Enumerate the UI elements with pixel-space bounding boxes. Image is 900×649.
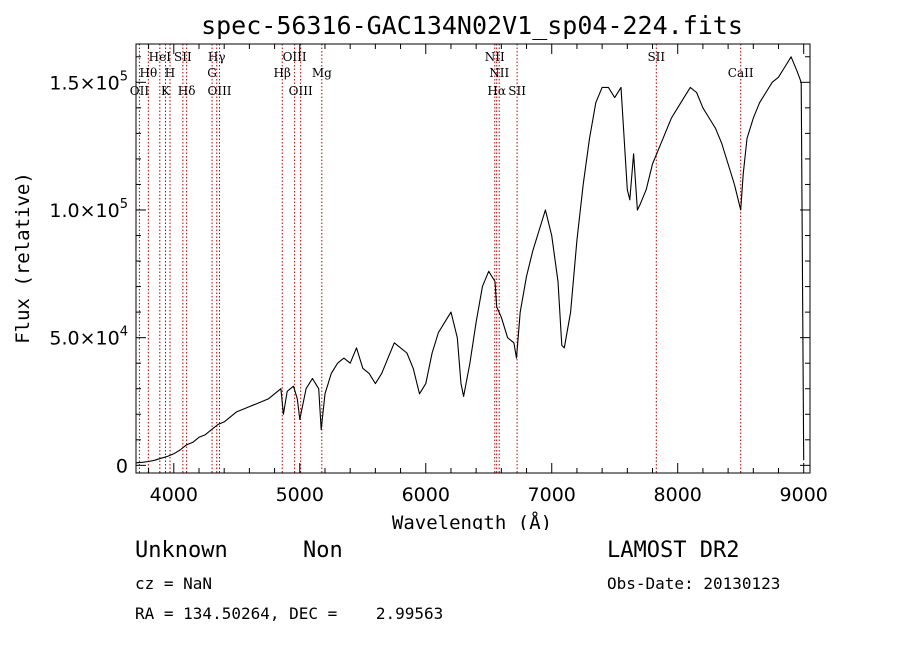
line-marker-label: Hδ [178, 84, 196, 98]
coordinates-readout: RA = 134.50264, DEC = 2.99563 [135, 604, 444, 623]
y-tick-mantissa: 0 [116, 455, 128, 477]
line-marker-label: K [161, 84, 171, 98]
x-tick-label: 7000 [528, 484, 576, 506]
line-marker-label: Hα [487, 84, 506, 98]
x-tick-label: 9000 [780, 484, 828, 506]
line-marker-label: Hγ [208, 50, 226, 64]
y-tick-label: 5.0×104 [49, 325, 128, 350]
line-marker-label: OII [130, 84, 150, 98]
x-tick-label: 6000 [402, 484, 450, 506]
spectrum-line [135, 56, 805, 464]
line-marker-label: SII [647, 50, 665, 64]
object-subclass: Non [303, 538, 343, 563]
chart-title: spec-56316-GAC134N02V1_sp04-224.fits [201, 11, 743, 40]
redshift-readout: cz = NaN [135, 574, 213, 593]
line-marker-label: OIII [283, 50, 307, 64]
line-marker-label: OIII [207, 84, 231, 98]
line-marker-label: Hθ [139, 66, 157, 80]
x-tick-label: 8000 [654, 484, 702, 506]
y-tick-mantissa: 1.0×10 [49, 200, 119, 222]
object-class: Unknown [135, 538, 228, 563]
survey-name: LAMOST DR2 [607, 538, 740, 563]
x-axis: 4000 5000 6000 7000 8000 9000 [148, 44, 828, 506]
y-tick-label: 0 [116, 455, 128, 477]
line-marker-label: Mg [312, 66, 332, 80]
line-marker-label: Hβ [274, 66, 291, 80]
y-axis-label: Flux (relative) [12, 172, 34, 344]
line-marker-label: CaII [728, 66, 754, 80]
line-marker-label: H [165, 66, 175, 80]
emission-line-markers: OII Hθ HeI KH SII Hδ G Hγ OIII Hβ OIII OIII Mg NII Hα N… [130, 44, 754, 473]
observation-date: Obs-Date: 20130123 [607, 574, 781, 593]
y-tick-exponent: 4 [120, 325, 128, 340]
line-marker-label: G [207, 66, 217, 80]
plot-frame [135, 43, 811, 474]
line-marker-label: NII [489, 66, 509, 80]
y-tick-label: 1.5×105 [49, 69, 128, 94]
y-tick-label: 1.0×105 [49, 197, 128, 222]
line-marker-label: SII [508, 84, 526, 98]
y-tick-mantissa: 1.5×10 [49, 72, 119, 94]
x-axis-label: Wavelength (Å) [392, 511, 552, 530]
spectrum-chart: spec-56316-GAC134N02V1_sp04-224.fits OII… [12, 11, 828, 530]
y-tick-mantissa: 5.0×10 [49, 328, 119, 350]
y-tick-exponent: 5 [120, 197, 128, 212]
x-tick-label: 5000 [276, 484, 324, 506]
y-tick-exponent: 5 [120, 69, 128, 84]
line-marker-label: SII [174, 50, 192, 64]
spectrum-series [135, 56, 805, 464]
line-marker-label: HeI [149, 50, 172, 64]
line-marker-label: NII [485, 50, 505, 64]
line-marker-label: OIII [289, 84, 313, 98]
x-tick-label: 4000 [150, 484, 198, 506]
